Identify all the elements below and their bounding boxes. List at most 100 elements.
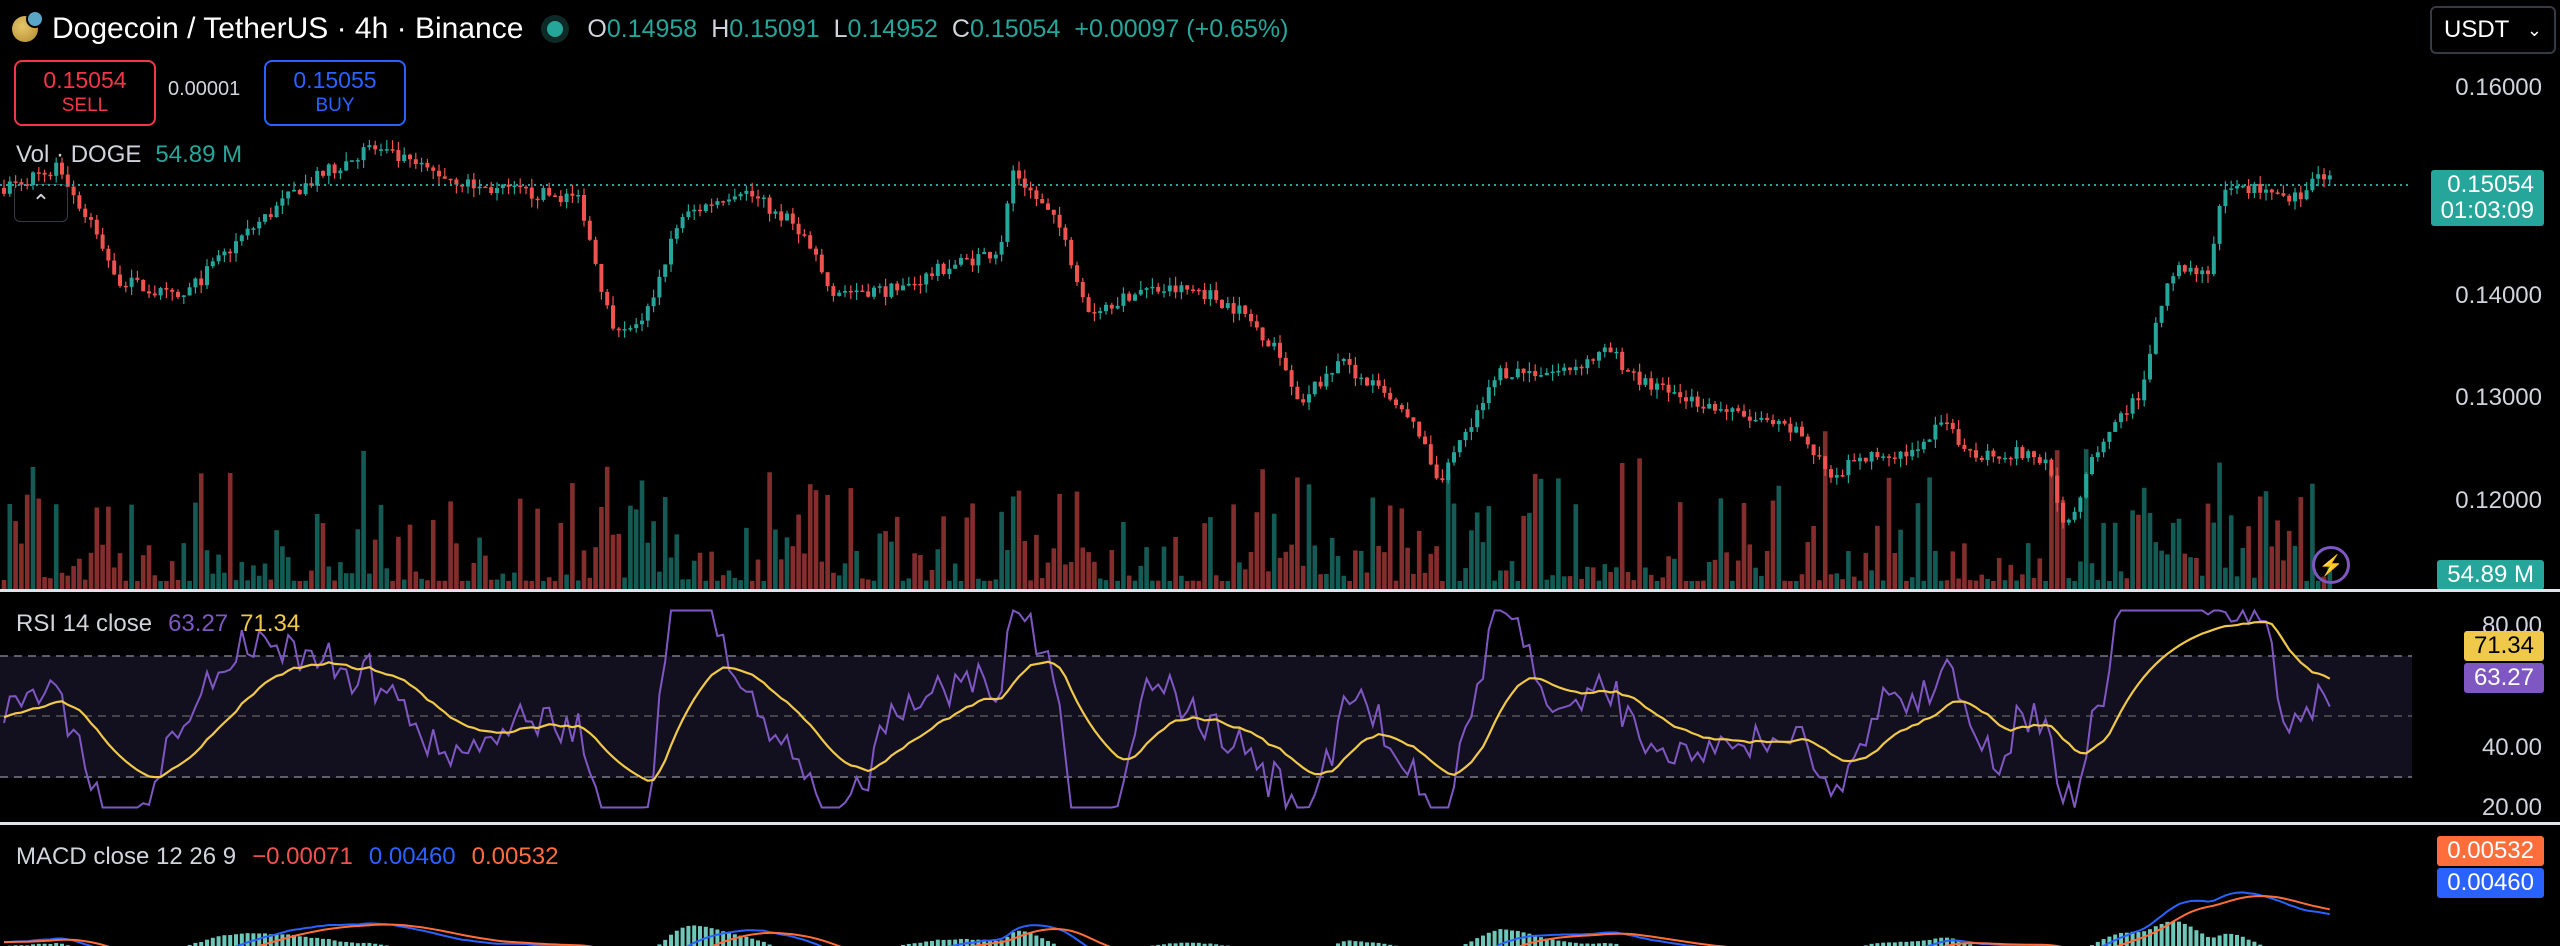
volume-bar <box>1695 580 1700 589</box>
candle-body <box>1968 449 1973 451</box>
macd-hist-bar <box>2206 936 2210 946</box>
volume-bar <box>1590 567 1596 589</box>
volume-bar <box>2008 564 2014 589</box>
volume-bar <box>778 559 784 589</box>
candle-body <box>599 263 604 292</box>
candle-body <box>593 239 598 264</box>
macd-hist-bar <box>2229 933 2234 946</box>
candle-body <box>1243 305 1248 314</box>
macd-hist-bar <box>379 944 383 946</box>
macd-hist-bar <box>1892 942 1897 946</box>
volume-bar <box>1863 553 1869 589</box>
volume-bar <box>570 483 575 589</box>
volume-bar <box>749 580 755 589</box>
volume-bar <box>929 570 935 589</box>
candle-body <box>518 185 523 188</box>
macd-hist-bar <box>1486 932 1491 946</box>
volume-bar <box>1219 580 1225 589</box>
candle-body <box>831 286 836 296</box>
volume-bar <box>831 572 836 589</box>
volume-bar <box>802 553 807 589</box>
volume-bar <box>111 567 117 589</box>
macd-hist-bar <box>355 943 360 946</box>
candle-body <box>553 195 557 197</box>
volume-label: Vol · DOGE <box>16 141 142 168</box>
candle-body <box>1104 304 1108 312</box>
candle-body <box>506 184 511 187</box>
candle-body <box>988 252 992 259</box>
candle-body <box>408 154 412 160</box>
macd-hist-bar <box>1614 943 1619 946</box>
buy-button[interactable]: 0.15055 BUY <box>264 60 406 126</box>
volume-bar <box>1898 529 1903 589</box>
candle-body <box>1962 444 1967 450</box>
macd-hist-bar <box>303 936 308 946</box>
volume-bar <box>1846 551 1851 589</box>
currency-select[interactable]: USDT ⌄ <box>2430 6 2556 54</box>
sell-button[interactable]: 0.15054 SELL <box>14 60 156 126</box>
candle-body <box>158 287 163 296</box>
volume-bar <box>326 566 332 589</box>
pane-separator[interactable] <box>0 822 2560 825</box>
volume-bar <box>1822 431 1828 589</box>
collapse-legend-button[interactable]: ⌃ <box>14 184 68 222</box>
candle-body <box>924 273 929 285</box>
open-value: 0.14958 <box>606 14 698 43</box>
macd-hist-bar <box>1336 943 1340 946</box>
market-status-icon[interactable] <box>547 21 564 37</box>
volume-bar <box>291 580 297 589</box>
volume-bar <box>135 580 140 589</box>
candle-body <box>1301 399 1306 403</box>
candle-body <box>1521 368 1526 374</box>
lightning-icon[interactable]: ⚡ <box>2312 546 2350 584</box>
candle-body <box>1440 478 1445 481</box>
macd-hist-bar <box>935 939 940 946</box>
volume-bar <box>662 497 668 589</box>
candle-body <box>1492 380 1497 388</box>
candle-body <box>866 291 871 297</box>
rsi-line <box>3 608 2331 811</box>
candle-body <box>1916 449 1920 451</box>
ohlc-values: O0.14958 H0.15091 L0.14952 C0.15054 <box>587 15 1060 44</box>
candle-body <box>1191 289 1195 291</box>
volume-bar <box>1660 577 1666 589</box>
volume-bar <box>494 579 500 589</box>
candle-body <box>1086 297 1091 313</box>
volume-bar <box>1283 551 1289 589</box>
candle-body <box>616 328 621 331</box>
macd-hist-bar <box>361 942 366 946</box>
volume-bar <box>1318 574 1323 589</box>
volume-bar <box>599 506 604 589</box>
candle-body <box>1069 239 1074 266</box>
macd-hist-bar <box>715 929 720 946</box>
volume-bar <box>1585 566 1590 589</box>
macd-hist-bar <box>234 934 238 946</box>
candle-body <box>60 162 64 175</box>
candle-body <box>825 272 830 287</box>
volume-bar <box>1677 502 1683 589</box>
volume-bar <box>1353 550 1358 589</box>
macd-hist-bar <box>216 936 221 946</box>
volume-bar <box>1109 550 1115 589</box>
candle-body <box>953 264 958 269</box>
candle-body <box>477 186 482 189</box>
volume-bar <box>2130 510 2135 589</box>
volume-bar <box>1358 550 1364 589</box>
candle-body <box>982 252 987 255</box>
symbol-title[interactable]: Dogecoin / TetherUS · 4h · Binance <box>52 12 524 45</box>
candle-body <box>1011 170 1016 204</box>
candle-body <box>2072 511 2077 520</box>
macd-hist-bar <box>1921 940 1926 946</box>
volume-bar <box>981 580 987 589</box>
macd-hist-bar <box>1173 943 1178 946</box>
candle-body <box>1550 371 1555 374</box>
candle-body <box>1028 187 1033 191</box>
candle-body <box>2269 189 2274 193</box>
volume-bar <box>918 554 923 589</box>
macd-tag: 0.00460 <box>2437 868 2544 898</box>
pane-separator[interactable] <box>0 589 2560 592</box>
volume-bar <box>616 533 622 589</box>
volume-bar <box>871 580 877 589</box>
volume-bar <box>1776 485 1782 589</box>
